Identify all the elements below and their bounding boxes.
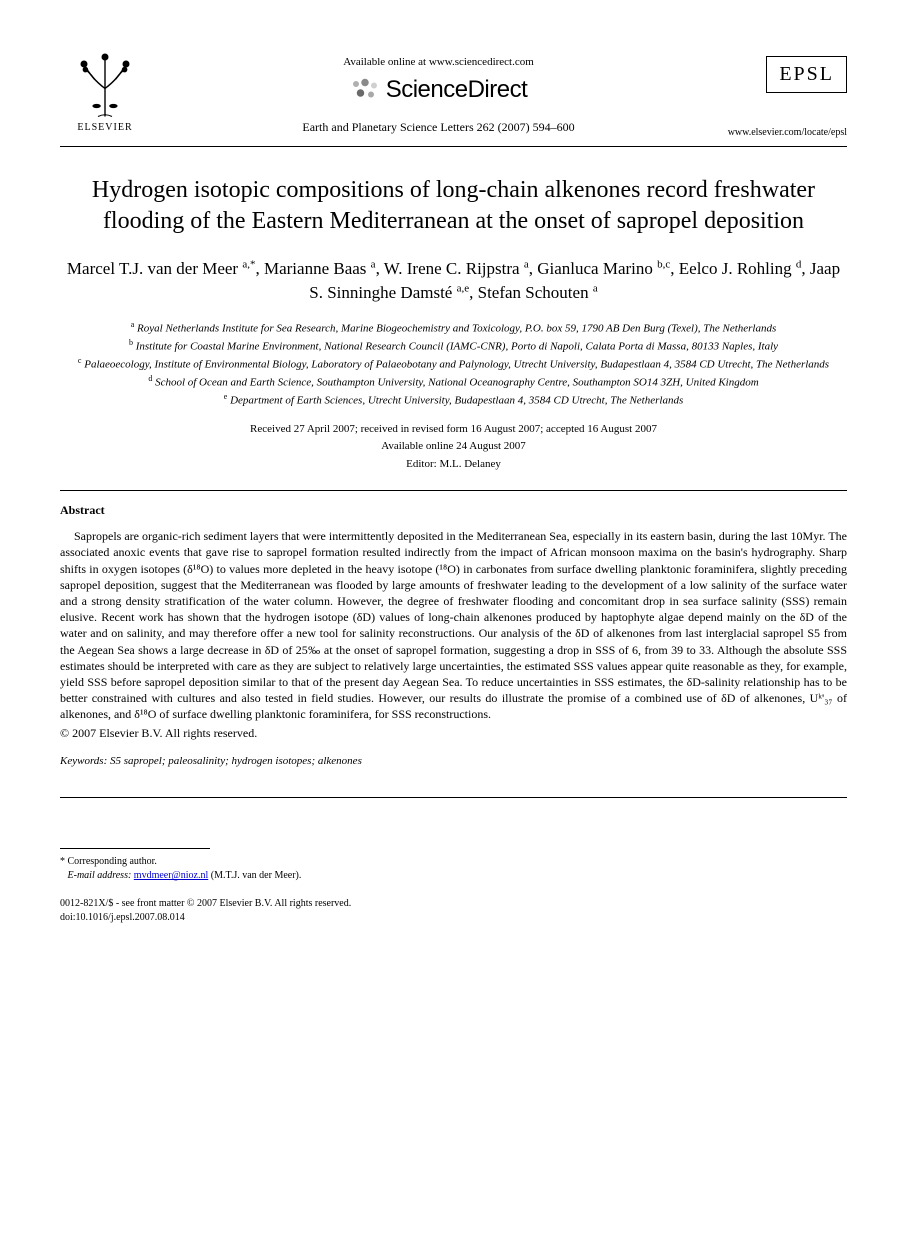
author-list: Marcel T.J. van der Meer a,*, Marianne B… (60, 257, 847, 305)
keywords-divider (60, 797, 847, 798)
doi-line: doi:10.1016/j.epsl.2007.08.014 (60, 911, 847, 925)
sciencedirect-text: ScienceDirect (386, 76, 528, 104)
affiliation-item: b Institute for Coastal Marine Environme… (60, 337, 847, 355)
elsevier-tree-icon (70, 50, 140, 120)
header-divider (60, 146, 847, 147)
editor-line: Editor: M.L. Delaney (60, 458, 847, 470)
issn-line: 0012-821X/$ - see front matter © 2007 El… (60, 897, 847, 911)
header-right: EPSL www.elsevier.com/locate/epsl (727, 50, 847, 138)
journal-citation: Earth and Planetary Science Letters 262 … (150, 120, 727, 135)
keywords-text: S5 sapropel; paleosalinity; hydrogen iso… (110, 755, 362, 767)
journal-url: www.elsevier.com/locate/epsl (727, 127, 847, 138)
abstract-heading: Abstract (60, 503, 847, 518)
affiliation-list: a Royal Netherlands Institute for Sea Re… (60, 319, 847, 409)
footnote-divider (60, 848, 210, 849)
footnotes-block: * Corresponding author. E-mail address: … (60, 855, 847, 883)
abstract-copyright: © 2007 Elsevier B.V. All rights reserved… (60, 726, 847, 741)
corresponding-email-link[interactable]: mvdmeer@nioz.nl (134, 870, 208, 881)
affiliation-item: d School of Ocean and Earth Science, Sou… (60, 373, 847, 391)
sciencedirect-dots-icon (350, 78, 380, 102)
affiliation-item: e Department of Earth Sciences, Utrecht … (60, 391, 847, 409)
publisher-block: ELSEVIER (60, 50, 150, 133)
publisher-name: ELSEVIER (77, 122, 132, 133)
email-line: E-mail address: mvdmeer@nioz.nl (M.T.J. … (60, 869, 847, 883)
affiliation-item: a Royal Netherlands Institute for Sea Re… (60, 319, 847, 337)
corresponding-text: Corresponding author. (68, 856, 157, 867)
affiliation-item: c Palaeoecology, Institute of Environmen… (60, 355, 847, 373)
article-title: Hydrogen isotopic compositions of long-c… (60, 175, 847, 237)
email-label: E-mail address: (68, 870, 132, 881)
keywords-label: Keywords: (60, 755, 107, 767)
available-online-text: Available online at www.sciencedirect.co… (150, 56, 727, 68)
header-center: Available online at www.sciencedirect.co… (150, 50, 727, 135)
abstract-body: Sapropels are organic-rich sediment laye… (60, 528, 847, 722)
page-header: ELSEVIER Available online at www.science… (60, 50, 847, 138)
email-attribution: (M.T.J. van der Meer). (211, 870, 302, 881)
keywords-line: Keywords: S5 sapropel; paleosalinity; hy… (60, 755, 847, 767)
corresponding-author-note: * Corresponding author. (60, 855, 847, 869)
received-line: Received 27 April 2007; received in revi… (60, 421, 847, 438)
bottom-publication-info: 0012-821X/$ - see front matter © 2007 El… (60, 897, 847, 925)
corresponding-marker: * (60, 856, 65, 867)
article-dates: Received 27 April 2007; received in revi… (60, 421, 847, 454)
sciencedirect-logo: ScienceDirect (150, 76, 727, 104)
available-online-line: Available online 24 August 2007 (60, 438, 847, 455)
abstract-top-divider (60, 490, 847, 491)
journal-acronym-logo: EPSL (766, 56, 847, 93)
